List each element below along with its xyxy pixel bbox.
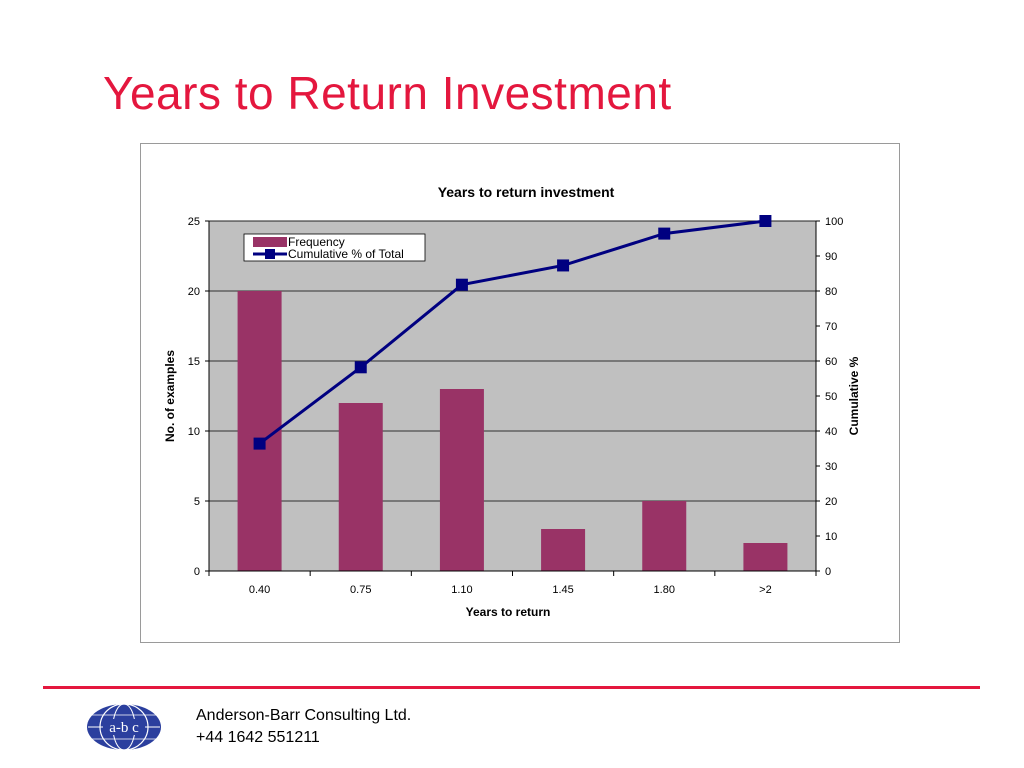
combo-chart: Years to return investment 0 5 10 15 20 25 0 1… <box>163 184 861 619</box>
line-point <box>759 215 772 227</box>
right-tick-label: 10 <box>825 531 837 543</box>
bar <box>439 389 484 571</box>
logo-text: a-b c <box>109 720 139 736</box>
x-axis-label: Years to return <box>466 605 551 619</box>
right-tick-label: 80 <box>825 286 837 298</box>
right-tick-label: 100 <box>825 216 843 228</box>
bar-series <box>237 291 788 571</box>
gridlines <box>209 220 816 502</box>
company-info: Anderson-Barr Consulting Ltd. +44 1642 5… <box>196 705 411 749</box>
company-phone: +44 1642 551211 <box>196 729 320 746</box>
line-point <box>354 361 367 374</box>
line-point <box>455 278 468 291</box>
right-axis-ticks: 0 10 20 30 40 50 60 70 80 90 100 <box>815 216 843 578</box>
right-tick-label: 30 <box>825 461 837 473</box>
line-series <box>253 215 772 450</box>
x-tick-label: 0.75 <box>350 584 371 596</box>
plot-area <box>208 220 817 572</box>
x-tick-label: 1.45 <box>552 584 573 596</box>
x-tick-label: >2 <box>759 584 772 596</box>
left-axis-ticks: 0 5 10 15 20 25 <box>188 216 210 578</box>
chart-frame: Years to return investment 0 5 10 15 20 25 0 1… <box>140 143 900 643</box>
bar <box>541 529 586 571</box>
x-tick-label: 1.10 <box>451 584 472 596</box>
y-axis-label: No. of examples <box>163 350 177 442</box>
x-axis-ticks: 0.40 0.75 1.10 1.45 1.80 >2 <box>208 570 817 596</box>
bar <box>642 501 687 571</box>
bar <box>338 403 383 571</box>
right-tick-label: 20 <box>825 496 837 508</box>
y2-axis-label: Cumulative % <box>847 356 861 435</box>
chart-title: Years to return investment <box>438 184 615 200</box>
left-tick-label: 10 <box>188 426 200 438</box>
line-point <box>658 227 671 240</box>
legend-label-cumulative: Cumulative % of Total <box>288 247 404 261</box>
legend-label-frequency: Frequency <box>288 235 345 249</box>
legend-swatch-frequency <box>253 237 287 247</box>
company-name: Anderson-Barr Consulting Ltd. <box>196 707 412 724</box>
right-tick-label: 50 <box>825 391 837 403</box>
x-tick-label: 1.80 <box>654 584 675 596</box>
cumulative-line <box>258 219 766 445</box>
right-tick-label: 40 <box>825 426 837 438</box>
footer-rule <box>43 686 980 689</box>
legend-marker-cumulative <box>265 249 275 259</box>
left-tick-label: 15 <box>188 356 200 368</box>
x-tick-label: 0.40 <box>249 584 270 596</box>
line-point <box>557 259 570 272</box>
left-tick-label: 0 <box>194 566 200 578</box>
right-tick-label: 90 <box>825 251 837 263</box>
company-logo: a-b c <box>87 703 161 751</box>
line-point <box>253 437 266 450</box>
slide-title: Years to Return Investment <box>103 67 672 119</box>
bar <box>743 543 788 571</box>
left-tick-label: 5 <box>194 496 200 508</box>
right-tick-label: 0 <box>825 566 831 578</box>
right-tick-label: 70 <box>825 321 837 333</box>
left-tick-label: 25 <box>188 216 200 228</box>
right-tick-label: 60 <box>825 356 837 368</box>
legend: Frequency Cumulative % of Total <box>243 233 426 262</box>
left-tick-label: 20 <box>188 286 200 298</box>
